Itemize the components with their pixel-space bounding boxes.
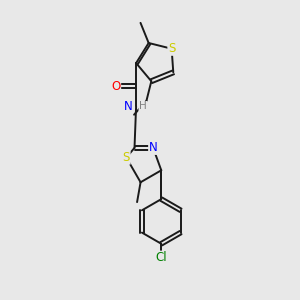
Text: N: N	[124, 100, 132, 113]
Text: S: S	[123, 151, 130, 164]
Text: Cl: Cl	[155, 251, 167, 264]
Text: O: O	[111, 80, 121, 93]
Text: N: N	[149, 141, 158, 154]
Text: H: H	[139, 101, 147, 112]
Text: S: S	[168, 42, 175, 55]
